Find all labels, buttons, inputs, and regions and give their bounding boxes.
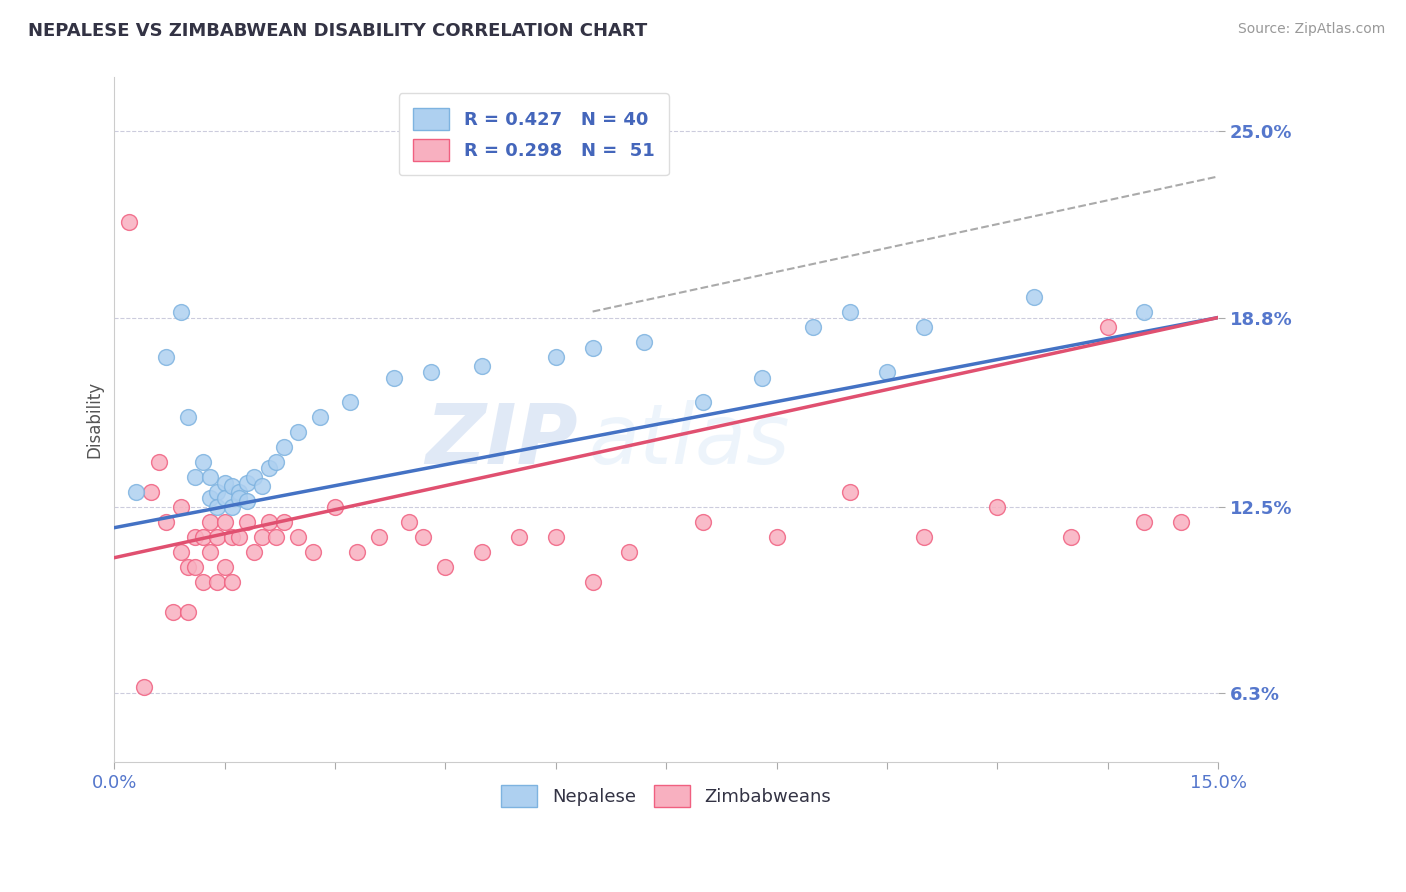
- Point: [1133, 515, 1156, 529]
- Point: [633, 334, 655, 349]
- Point: [221, 574, 243, 589]
- Point: [243, 544, 266, 558]
- Point: [228, 484, 250, 499]
- Point: [544, 350, 567, 364]
- Point: [302, 544, 325, 558]
- Point: [692, 394, 714, 409]
- Y-axis label: Disability: Disability: [86, 381, 103, 458]
- Text: NEPALESE VS ZIMBABWEAN DISABILITY CORRELATION CHART: NEPALESE VS ZIMBABWEAN DISABILITY CORREL…: [28, 22, 647, 40]
- Point: [471, 359, 494, 373]
- Text: ZIP: ZIP: [425, 400, 578, 481]
- Point: [382, 370, 405, 384]
- Point: [184, 559, 207, 574]
- Point: [434, 559, 457, 574]
- Point: [1133, 304, 1156, 318]
- Point: [346, 544, 368, 558]
- Point: [191, 574, 214, 589]
- Point: [184, 530, 207, 544]
- Point: [264, 455, 287, 469]
- Point: [257, 515, 280, 529]
- Point: [169, 304, 191, 318]
- Point: [257, 460, 280, 475]
- Point: [236, 475, 259, 490]
- Point: [141, 484, 163, 499]
- Point: [221, 478, 243, 492]
- Point: [177, 605, 200, 619]
- Point: [619, 544, 641, 558]
- Text: Source: ZipAtlas.com: Source: ZipAtlas.com: [1237, 22, 1385, 37]
- Point: [207, 530, 229, 544]
- Point: [287, 530, 309, 544]
- Point: [132, 680, 155, 694]
- Point: [751, 370, 773, 384]
- Point: [582, 341, 605, 355]
- Point: [214, 475, 236, 490]
- Point: [207, 484, 229, 499]
- Point: [412, 530, 434, 544]
- Point: [765, 530, 787, 544]
- Point: [236, 493, 259, 508]
- Point: [214, 515, 236, 529]
- Point: [273, 440, 295, 454]
- Point: [986, 500, 1008, 514]
- Point: [169, 544, 191, 558]
- Point: [544, 530, 567, 544]
- Point: [1060, 530, 1083, 544]
- Point: [198, 544, 221, 558]
- Point: [228, 491, 250, 505]
- Point: [250, 478, 273, 492]
- Point: [692, 515, 714, 529]
- Point: [228, 530, 250, 544]
- Point: [148, 455, 170, 469]
- Point: [125, 484, 148, 499]
- Point: [177, 409, 200, 424]
- Point: [191, 530, 214, 544]
- Point: [508, 530, 530, 544]
- Point: [912, 530, 935, 544]
- Point: [207, 574, 229, 589]
- Point: [839, 304, 862, 318]
- Point: [339, 394, 361, 409]
- Point: [198, 469, 221, 483]
- Point: [243, 469, 266, 483]
- Point: [323, 500, 346, 514]
- Point: [309, 409, 332, 424]
- Point: [1022, 289, 1045, 303]
- Point: [214, 559, 236, 574]
- Point: [236, 515, 259, 529]
- Point: [155, 515, 177, 529]
- Point: [839, 484, 862, 499]
- Point: [912, 319, 935, 334]
- Point: [471, 544, 494, 558]
- Point: [419, 365, 441, 379]
- Point: [207, 500, 229, 514]
- Point: [155, 350, 177, 364]
- Point: [1097, 319, 1119, 334]
- Text: atlas: atlas: [589, 400, 790, 481]
- Point: [368, 530, 391, 544]
- Point: [191, 455, 214, 469]
- Point: [162, 605, 184, 619]
- Point: [582, 574, 605, 589]
- Point: [287, 425, 309, 439]
- Point: [184, 469, 207, 483]
- Point: [221, 500, 243, 514]
- Point: [250, 530, 273, 544]
- Point: [398, 515, 420, 529]
- Point: [198, 515, 221, 529]
- Point: [801, 319, 824, 334]
- Point: [876, 365, 898, 379]
- Point: [264, 530, 287, 544]
- Point: [198, 491, 221, 505]
- Point: [221, 530, 243, 544]
- Point: [118, 214, 141, 228]
- Point: [1170, 515, 1192, 529]
- Point: [177, 559, 200, 574]
- Point: [169, 500, 191, 514]
- Point: [214, 491, 236, 505]
- Point: [273, 515, 295, 529]
- Legend: Nepalese, Zimbabweans: Nepalese, Zimbabweans: [494, 778, 838, 814]
